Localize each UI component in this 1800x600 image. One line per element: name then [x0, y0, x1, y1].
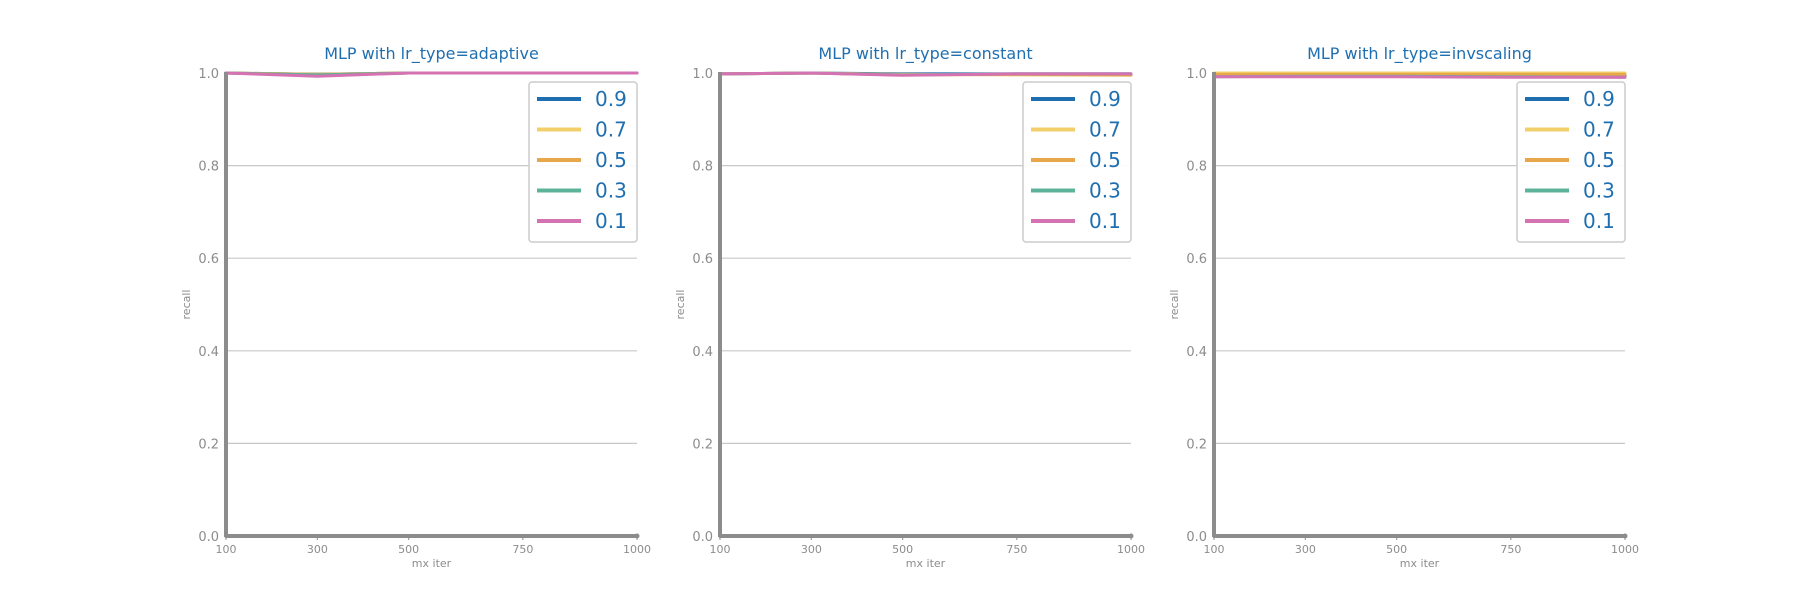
y-tick-label: 0.6: [692, 252, 713, 267]
y-axis-label: recall: [674, 290, 687, 320]
x-tick-label: 300: [801, 543, 822, 556]
y-tick-label: 0.0: [692, 530, 713, 545]
series-line-0.1: [224, 71, 639, 78]
legend-label: 0.5: [1089, 148, 1121, 172]
legend-frame: [1516, 81, 1626, 243]
chart-panel-3: 0.0 0.2 0.4 0.6 0.8 1.0 100 300 500 750 1000 MLP wi…: [1168, 44, 1639, 570]
chart-panel-1: 0.0 0.2 0.4 0.6 0.8 1.0 100 300 500 750 1000 MLP wi…: [180, 44, 651, 570]
y-tick-label: 0.2: [198, 437, 219, 452]
legend-frame: [1022, 81, 1132, 243]
x-tick-label: 750: [1006, 543, 1027, 556]
legend-label: 0.9: [1089, 87, 1121, 111]
legend: 0.9 0.7 0.5 0.3 0.1: [1516, 81, 1626, 243]
series-line-0.1: [1212, 75, 1627, 79]
legend-label: 0.9: [1583, 87, 1615, 111]
x-tick-label: 1000: [623, 543, 651, 556]
y-tick-label: 1.0: [198, 67, 219, 82]
x-tick-label: 1000: [1611, 543, 1639, 556]
y-tick-label: 1.0: [1186, 67, 1207, 82]
y-tick-label: 0.4: [198, 345, 219, 360]
x-tick-label: 300: [307, 543, 328, 556]
y-tick-label: 0.8: [198, 160, 219, 175]
legend-label: 0.1: [595, 209, 627, 233]
x-tick-label: 750: [1500, 543, 1521, 556]
y-axis-label: recall: [180, 290, 193, 320]
y-tick-label: 0.2: [692, 437, 713, 452]
y-tick-label: 0.2: [1186, 437, 1207, 452]
legend: 0.9 0.7 0.5 0.3 0.1: [1022, 81, 1132, 243]
x-tick-label: 750: [512, 543, 533, 556]
axis-end-cap: [1622, 533, 1628, 539]
x-tick-label: 100: [216, 543, 237, 556]
y-tick-label: 1.0: [692, 67, 713, 82]
x-axis-label: mx iter: [906, 557, 946, 570]
y-tick-label: 0.0: [1186, 530, 1207, 545]
x-tick-label: 100: [710, 543, 731, 556]
y-axis-label: recall: [1168, 290, 1181, 320]
legend-label: 0.1: [1583, 209, 1615, 233]
x-axis-label: mx iter: [1400, 557, 1440, 570]
x-axis-label: mx iter: [412, 557, 452, 570]
legend-label: 0.7: [595, 118, 627, 142]
legend-label: 0.3: [1089, 179, 1121, 203]
series-line-0.1: [718, 71, 1133, 77]
axis-end-cap: [634, 533, 640, 539]
legend-label: 0.5: [1583, 148, 1615, 172]
x-tick-label: 100: [1204, 543, 1225, 556]
y-tick-label: 0.0: [198, 530, 219, 545]
chart-panel-2: 0.0 0.2 0.4 0.6 0.8 1.0 100 300 500 750 1000 MLP wi…: [674, 44, 1145, 570]
x-tick-label: 1000: [1117, 543, 1145, 556]
legend-label: 0.7: [1089, 118, 1121, 142]
x-tick-label: 500: [398, 543, 419, 556]
legend-label: 0.7: [1583, 118, 1615, 142]
chart-title: MLP with lr_type=adaptive: [324, 44, 539, 64]
x-tick-label: 300: [1295, 543, 1316, 556]
legend-label: 0.3: [1583, 179, 1615, 203]
chart-title: MLP with lr_type=constant: [818, 44, 1032, 64]
legend-label: 0.9: [595, 87, 627, 111]
x-tick-label: 500: [1386, 543, 1407, 556]
legend-label: 0.5: [595, 148, 627, 172]
chart-title: MLP with lr_type=invscaling: [1307, 44, 1532, 64]
legend-frame: [528, 81, 638, 243]
legend-label: 0.3: [595, 179, 627, 203]
legend-label: 0.1: [1089, 209, 1121, 233]
y-tick-label: 0.8: [692, 160, 713, 175]
legend: 0.9 0.7 0.5 0.3 0.1: [528, 81, 638, 243]
y-tick-label: 0.6: [198, 252, 219, 267]
y-tick-label: 0.8: [1186, 160, 1207, 175]
y-tick-label: 0.4: [1186, 345, 1207, 360]
x-tick-label: 500: [892, 543, 913, 556]
axis-end-cap: [1128, 533, 1134, 539]
y-tick-label: 0.4: [692, 345, 713, 360]
y-tick-label: 0.6: [1186, 252, 1207, 267]
